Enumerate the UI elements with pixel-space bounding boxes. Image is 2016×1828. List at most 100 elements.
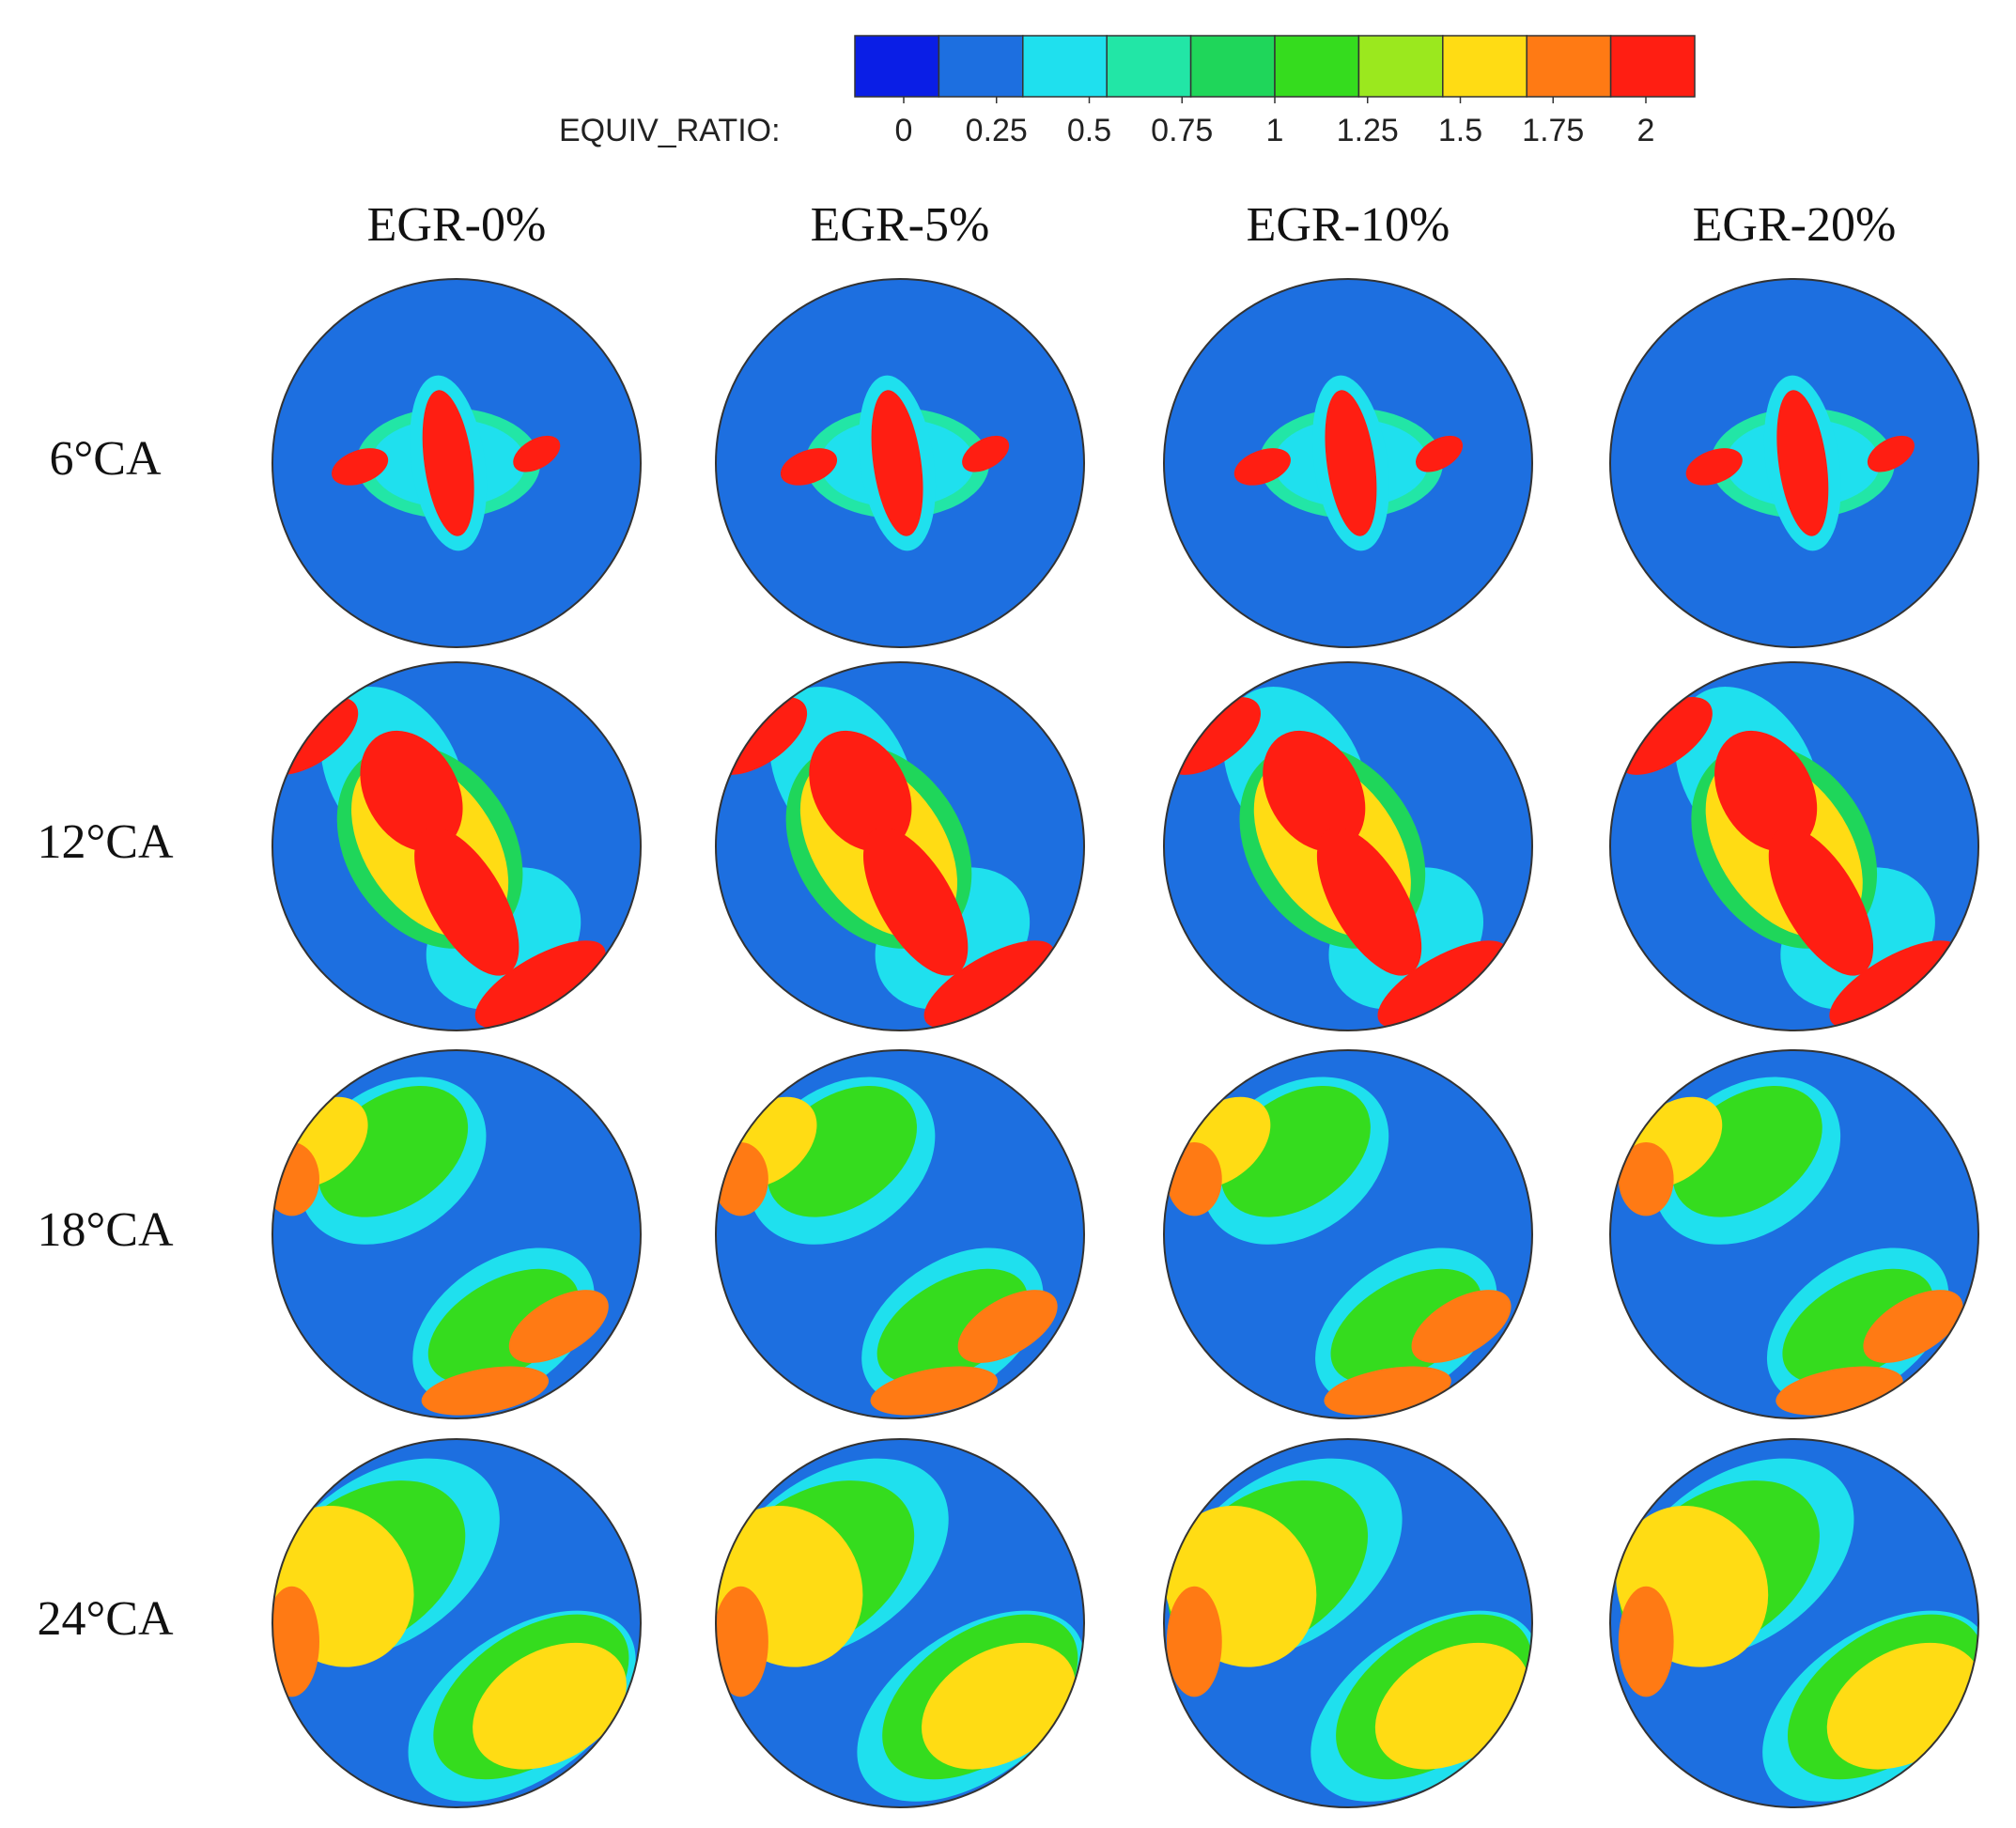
colorbar-tick-label: 0 [895,113,913,148]
contour-region [1714,730,1818,852]
panel-outline [1163,278,1533,648]
contour-panel [272,1050,641,1418]
contour-region [870,1366,998,1416]
contour-region [1618,1142,1674,1216]
panel-outline [1163,1049,1533,1419]
contour-region [1867,435,1915,472]
contour-region [1166,1586,1222,1697]
contour-panel [1610,1439,1978,1807]
contour-panel [1164,1050,1532,1418]
panel-outline [271,1049,642,1419]
contour-region [863,827,969,976]
contour-panel [272,279,641,647]
panel-outline [715,661,1085,1031]
colorbar-tick-label: 0.25 [966,113,1028,148]
colorbar-tick-label: 0.75 [1151,113,1213,148]
panel-outline [1609,661,1979,1031]
colorbar-box [1442,35,1528,98]
contour-region [473,1642,627,1770]
colorbar-box [1022,35,1108,98]
contour-panel [716,1439,1084,1807]
contour-panel [272,1439,641,1807]
contour-region [1768,827,1874,976]
colorbar-box [1274,35,1360,98]
row-label: 18°CA [37,1203,173,1257]
column-label: EGR-0% [367,198,547,252]
contour-region [1263,730,1366,852]
contour-region [871,390,923,536]
panel-outline [271,278,642,648]
column-label: EGR-5% [811,198,990,252]
contour-panel [1164,279,1532,647]
colorbar-box [1189,35,1276,98]
colorbar-tick-label: 0.5 [1067,113,1111,148]
contour-region [1829,940,1961,1029]
panel-outline [271,661,642,1031]
colorbar-tick-label: 1.75 [1522,113,1584,148]
panel-outline [715,278,1085,648]
contour-panel [1164,1439,1532,1807]
contour-region [360,730,463,852]
contour-region [1616,696,1713,775]
colorbar-tick-label: 1.5 [1438,113,1482,148]
colorbar-label: EQUIV_RATIO: [559,113,781,148]
contour-region [1411,1290,1512,1363]
panel-outline [715,1049,1085,1419]
contour-panel [716,662,1084,1030]
colorbar-box [938,35,1024,98]
contour-region [1316,827,1422,976]
contour-region [1618,1586,1674,1697]
contour-region [1685,448,1743,486]
panel-outline [1163,661,1533,1031]
colorbar-tick-label: 1.25 [1337,113,1399,148]
contour-region [1377,940,1509,1029]
contour-panel [1610,279,1978,647]
contour-panel [1164,662,1532,1030]
panel-outline [1163,1438,1533,1808]
contour-panel [1610,662,1978,1030]
contour-panel [1610,1050,1978,1418]
contour-panel [716,1050,1084,1418]
contour-region [716,1142,768,1216]
colorbar-tick-label: 2 [1637,113,1655,148]
column-label: EGR-10% [1247,198,1450,252]
contour-panel [716,279,1084,647]
contour-region [414,827,520,976]
contour-region [923,940,1055,1029]
panel-outline [715,1438,1085,1808]
contour-region [962,435,1010,472]
contour-region [1166,1142,1222,1216]
contour-region [474,940,606,1029]
colorbar-box [1526,35,1612,98]
contour-panel [272,662,641,1030]
contour-region [1415,435,1464,472]
contour-region [421,1366,550,1416]
contour-region [332,448,389,486]
panel-outline [1609,1049,1979,1419]
contour-region [957,1290,1058,1363]
contour-region [422,390,474,536]
contour-region [1325,390,1377,536]
colorbar-box [1609,35,1696,98]
colorbar-box [1357,35,1444,98]
row-label: 12°CA [37,815,173,869]
row-label: 24°CA [37,1592,173,1646]
colorbar-tick-label: 1 [1266,113,1284,148]
contour-region [513,435,561,472]
row-label: 6°CA [49,432,161,486]
column-label: EGR-20% [1693,198,1897,252]
contour-region [780,448,838,486]
contour-region [1863,1290,1963,1363]
panel-outline [1609,278,1979,648]
contour-region [1233,448,1291,486]
contour-region [1374,1642,1529,1770]
contour-region [922,1642,1076,1770]
colorbar-box [1106,35,1192,98]
colorbar-box [854,35,940,98]
panel-outline [1609,1438,1979,1808]
contour-region [1776,390,1829,536]
panel-outline [271,1438,642,1808]
contour-region [809,730,912,852]
contour-region [716,1586,768,1697]
